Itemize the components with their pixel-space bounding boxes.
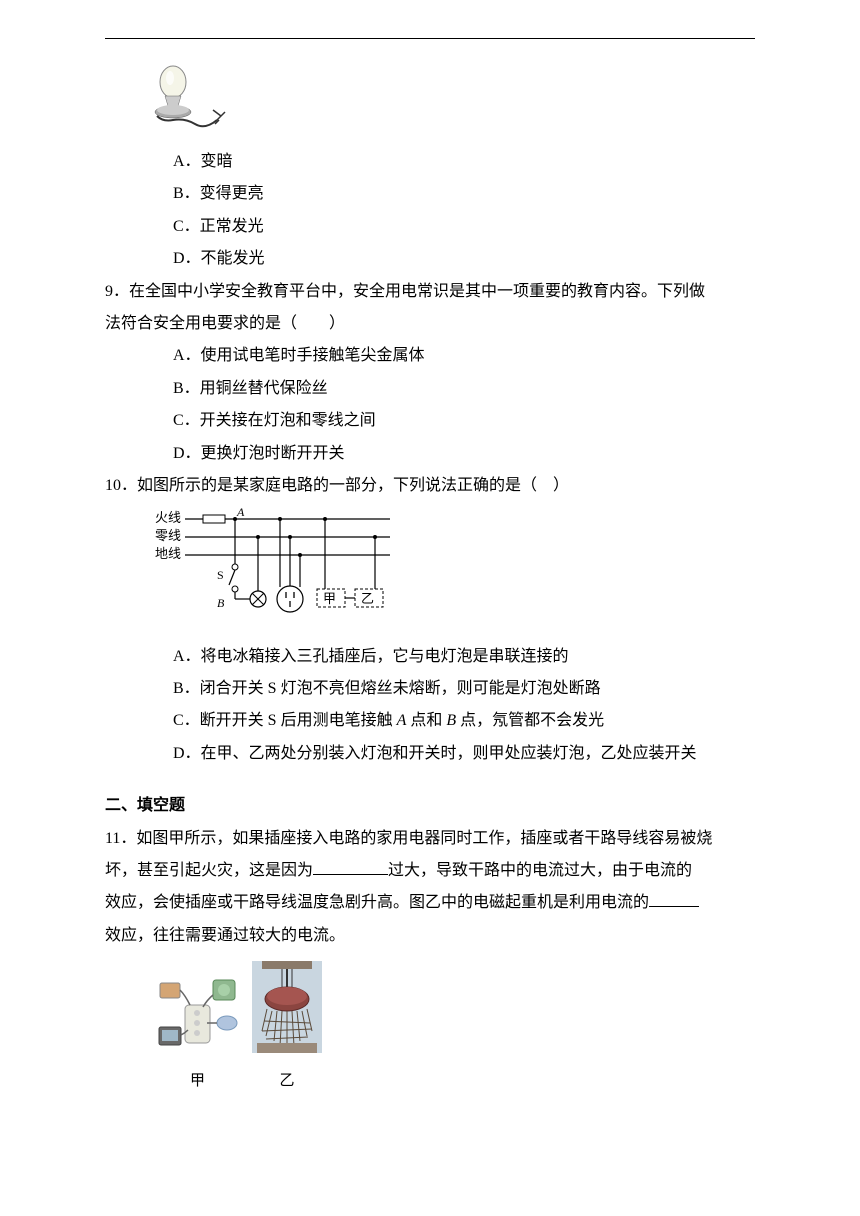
circuit-label-neutral: 零线 bbox=[155, 528, 181, 543]
q8-option-B: B．变得更亮 bbox=[105, 179, 770, 209]
q10-C-mid: 点和 bbox=[406, 712, 446, 729]
q10-stem: 10．如图所示的是某家庭电路的一部分，下列说法正确的是（ ） bbox=[105, 471, 770, 501]
q11-blank-2 bbox=[649, 890, 699, 908]
q10-C-pre: C．断开开关 S 后用测电笔接触 bbox=[173, 712, 397, 729]
q8-option-C: C．正常发光 bbox=[105, 212, 770, 242]
q9-stem-line2: 法符合安全用电要求的是（ ） bbox=[105, 309, 770, 339]
section-2-header: 二、填空题 bbox=[105, 791, 770, 821]
q9-option-C: C．开关接在灯泡和零线之间 bbox=[105, 406, 770, 436]
q10-option-C: C．断开开关 S 后用测电笔接触 A 点和 B 点，氖管都不会发光 bbox=[105, 706, 770, 736]
q9-stem-line1: 9．在全国中小学安全教育平台中，安全用电常识是其中一项重要的教育内容。下列做 bbox=[105, 277, 770, 307]
q10-C-B: B bbox=[446, 712, 456, 729]
circuit-label-live: 火线 bbox=[155, 510, 181, 525]
page-top-rule bbox=[105, 38, 755, 39]
q9-option-A: A．使用试电笔时手接触笔尖金属体 bbox=[105, 341, 770, 371]
q10-C-A: A bbox=[397, 712, 407, 729]
q11-line2-post: 过大，导致干路中的电流过大，由于电流的 bbox=[388, 862, 692, 879]
q11-line4: 效应，往往需要通过较大的电流。 bbox=[105, 921, 770, 951]
q11-caption-jia: 甲 bbox=[155, 1067, 240, 1096]
q8-option-A: A．变暗 bbox=[105, 147, 770, 177]
q11-caption-yi: 乙 bbox=[252, 1067, 322, 1096]
q10-circuit-diagram: 火线 A 零线 地线 S B bbox=[155, 507, 395, 633]
q10-option-D: D．在甲、乙两处分别装入灯泡和开关时，则甲处应装灯泡，乙处应装开关 bbox=[105, 739, 770, 769]
q9-option-B: B．用铜丝替代保险丝 bbox=[105, 374, 770, 404]
q10-C-post: 点，氖管都不会发光 bbox=[456, 712, 604, 729]
circuit-label-yi: 乙 bbox=[361, 591, 374, 606]
q8-bulb-figure bbox=[145, 64, 235, 139]
circuit-label-jia: 甲 bbox=[323, 591, 336, 606]
q11-blank-1 bbox=[313, 857, 388, 875]
circuit-label-B: B bbox=[217, 596, 225, 610]
q11-figure-pair: 甲 乙 bbox=[155, 961, 770, 1095]
q11-line3: 效应，会使插座或干路导线温度急剧升高。图乙中的电磁起重机是利用电流的 bbox=[105, 888, 770, 918]
q11-figure-yi: 乙 bbox=[252, 961, 322, 1095]
q11-line2: 坏，甚至引起火灾，这是因为 过大，导致干路中的电流过大，由于电流的 bbox=[105, 856, 770, 886]
q10-option-B: B．闭合开关 S 灯泡不亮但熔丝未熔断，则可能是灯泡处断路 bbox=[105, 674, 770, 704]
q10-option-A: A．将电冰箱接入三孔插座后，它与电灯泡是串联连接的 bbox=[105, 642, 770, 672]
q9-option-D: D．更换灯泡时断开开关 bbox=[105, 439, 770, 469]
q11-figure-jia: 甲 bbox=[155, 975, 240, 1095]
q8-option-D: D．不能发光 bbox=[105, 244, 770, 274]
circuit-label-ground: 地线 bbox=[155, 546, 181, 561]
page-content: A．变暗 B．变得更亮 C．正常发光 D．不能发光 9．在全国中小学安全教育平台… bbox=[105, 64, 770, 1095]
circuit-label-A: A bbox=[236, 507, 245, 519]
q11-line1: 11．如图甲所示，如果插座接入电路的家用电器同时工作，插座或者干路导线容易被烧 bbox=[105, 824, 770, 854]
q11-line2-pre: 坏，甚至引起火灾，这是因为 bbox=[105, 862, 313, 879]
circuit-label-S: S bbox=[217, 568, 224, 582]
q11-line3-pre: 效应，会使插座或干路导线温度急剧升高。图乙中的电磁起重机是利用电流的 bbox=[105, 894, 649, 911]
